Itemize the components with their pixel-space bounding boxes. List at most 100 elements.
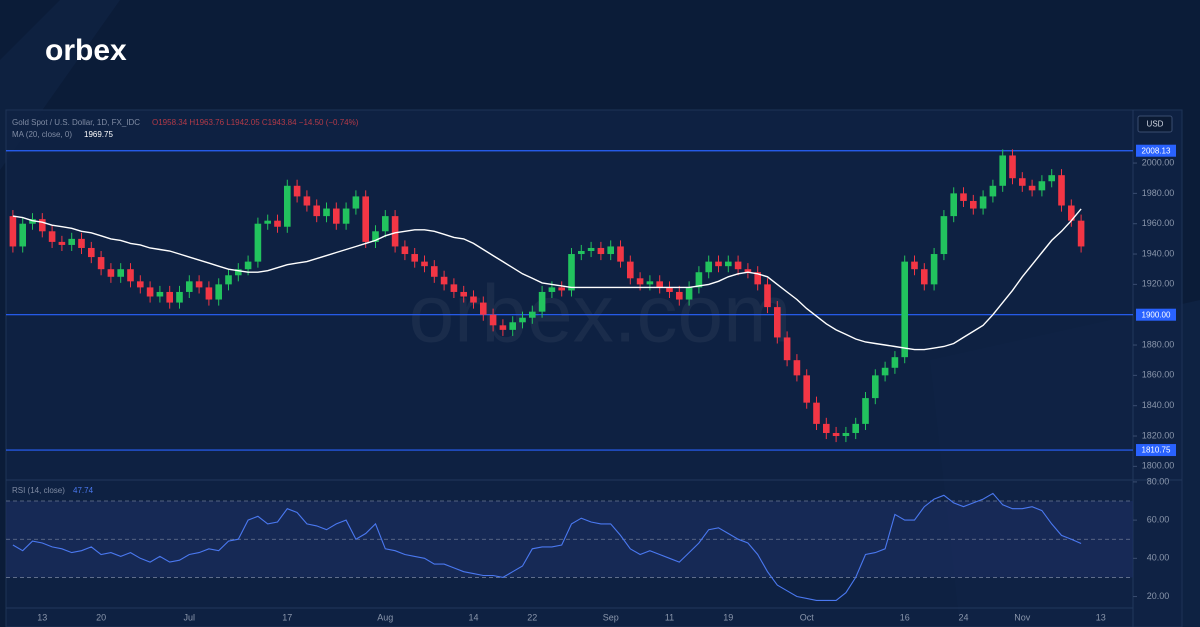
candle-body bbox=[783, 337, 791, 361]
symbol-title: Gold Spot / U.S. Dollar, 1D, FX_IDC bbox=[12, 118, 140, 127]
x-tick-label: Aug bbox=[377, 612, 393, 622]
candle-body bbox=[970, 200, 977, 209]
ma-legend: MA (20, close, 0) bbox=[12, 130, 72, 139]
candle-body bbox=[1019, 178, 1026, 186]
candle-body bbox=[215, 284, 222, 300]
candle-body bbox=[548, 287, 556, 292]
candle-body bbox=[529, 311, 536, 318]
candle-body bbox=[440, 276, 448, 285]
candle-body bbox=[930, 254, 938, 285]
y-tick-label: 80.00 bbox=[1147, 476, 1170, 486]
x-tick-label: 13 bbox=[1096, 612, 1106, 622]
candle-body bbox=[323, 208, 330, 217]
currency-label[interactable]: USD bbox=[1147, 120, 1164, 129]
currency-button[interactable] bbox=[1137, 115, 1173, 133]
x-tick-label: 17 bbox=[282, 612, 292, 622]
candle-body bbox=[754, 272, 761, 285]
candle-body bbox=[19, 223, 26, 247]
candle-body bbox=[901, 261, 908, 358]
candle-body bbox=[362, 196, 369, 242]
candle-body bbox=[509, 322, 516, 330]
candle-body bbox=[646, 281, 654, 285]
y-tick-label: 2000.00 bbox=[1142, 157, 1175, 167]
candle-body bbox=[480, 302, 487, 315]
candle-body bbox=[578, 251, 585, 255]
candle-body bbox=[372, 231, 379, 242]
candle-body bbox=[832, 432, 840, 437]
y-tick-label: 1840.00 bbox=[1142, 400, 1175, 410]
candle-body bbox=[862, 398, 869, 424]
candle-body bbox=[764, 284, 771, 308]
candle-body bbox=[734, 261, 742, 270]
candle-body bbox=[597, 247, 605, 255]
candle-body bbox=[29, 219, 36, 224]
candle-body bbox=[725, 261, 732, 267]
candle-body bbox=[695, 272, 703, 288]
candle-body bbox=[460, 291, 467, 297]
candle-body bbox=[186, 281, 193, 292]
candle-body bbox=[568, 254, 575, 291]
candle-body bbox=[636, 278, 644, 285]
candle-body bbox=[293, 185, 301, 197]
candle-body bbox=[39, 219, 46, 232]
candle-body bbox=[519, 317, 526, 323]
x-tick-label: 11 bbox=[665, 612, 674, 622]
x-tick-label: 24 bbox=[958, 612, 968, 622]
y-tick-label: 1800.00 bbox=[1142, 461, 1175, 471]
y-tick-label: 40.00 bbox=[1147, 553, 1170, 563]
candle-body bbox=[558, 287, 565, 291]
candle-body bbox=[950, 193, 957, 217]
candle-body bbox=[489, 314, 497, 326]
candle-body bbox=[676, 291, 683, 300]
candle-body bbox=[401, 246, 409, 255]
candle-body bbox=[431, 266, 438, 277]
candle-body bbox=[470, 296, 477, 303]
candle-body bbox=[391, 216, 399, 247]
candle-body bbox=[1009, 155, 1016, 179]
candle-body bbox=[774, 307, 781, 338]
y-tick-label: 1960.00 bbox=[1142, 218, 1175, 228]
candle-body bbox=[342, 208, 350, 224]
candle-body bbox=[999, 155, 1006, 186]
candle-body bbox=[499, 325, 507, 330]
candle-body bbox=[274, 220, 281, 227]
level-badge bbox=[1136, 444, 1176, 457]
candle-body bbox=[852, 423, 859, 433]
candle-body bbox=[979, 196, 987, 209]
ohlc-legend: O1958.34 H1963.76 L1942.05 C1943.84 −14.… bbox=[152, 118, 359, 127]
candle-body bbox=[352, 196, 360, 209]
candle-body bbox=[254, 223, 262, 262]
candle-body bbox=[627, 261, 634, 279]
candle-body bbox=[146, 287, 154, 297]
candle-body bbox=[205, 287, 213, 300]
candle-body bbox=[9, 216, 17, 247]
level-badge bbox=[1136, 144, 1176, 157]
candle-body bbox=[166, 291, 173, 303]
candle-body bbox=[705, 261, 712, 273]
candle-body bbox=[107, 269, 115, 277]
candle-body bbox=[137, 281, 144, 288]
candle-body bbox=[313, 205, 320, 217]
candle-body bbox=[685, 287, 693, 300]
candle-body bbox=[881, 367, 889, 376]
level-badge bbox=[1136, 308, 1176, 321]
candle-body bbox=[421, 261, 428, 267]
candle-body bbox=[872, 375, 879, 399]
candle-body bbox=[117, 269, 124, 277]
candle-body bbox=[88, 247, 95, 258]
y-tick-label: 1860.00 bbox=[1142, 370, 1175, 380]
candle-body bbox=[891, 357, 899, 368]
candle-body bbox=[1028, 185, 1036, 191]
candle-body bbox=[78, 238, 85, 248]
candle-body bbox=[793, 360, 801, 376]
candle-body bbox=[960, 193, 967, 201]
x-tick-label: 20 bbox=[96, 612, 106, 622]
x-tick-label: Oct bbox=[800, 612, 815, 622]
y-tick-label: 60.00 bbox=[1147, 514, 1170, 524]
candle-body bbox=[450, 284, 458, 292]
candle-body bbox=[940, 216, 948, 255]
candle-body bbox=[264, 220, 271, 224]
candle-body bbox=[48, 231, 56, 242]
x-tick-label: Jul bbox=[184, 612, 196, 622]
